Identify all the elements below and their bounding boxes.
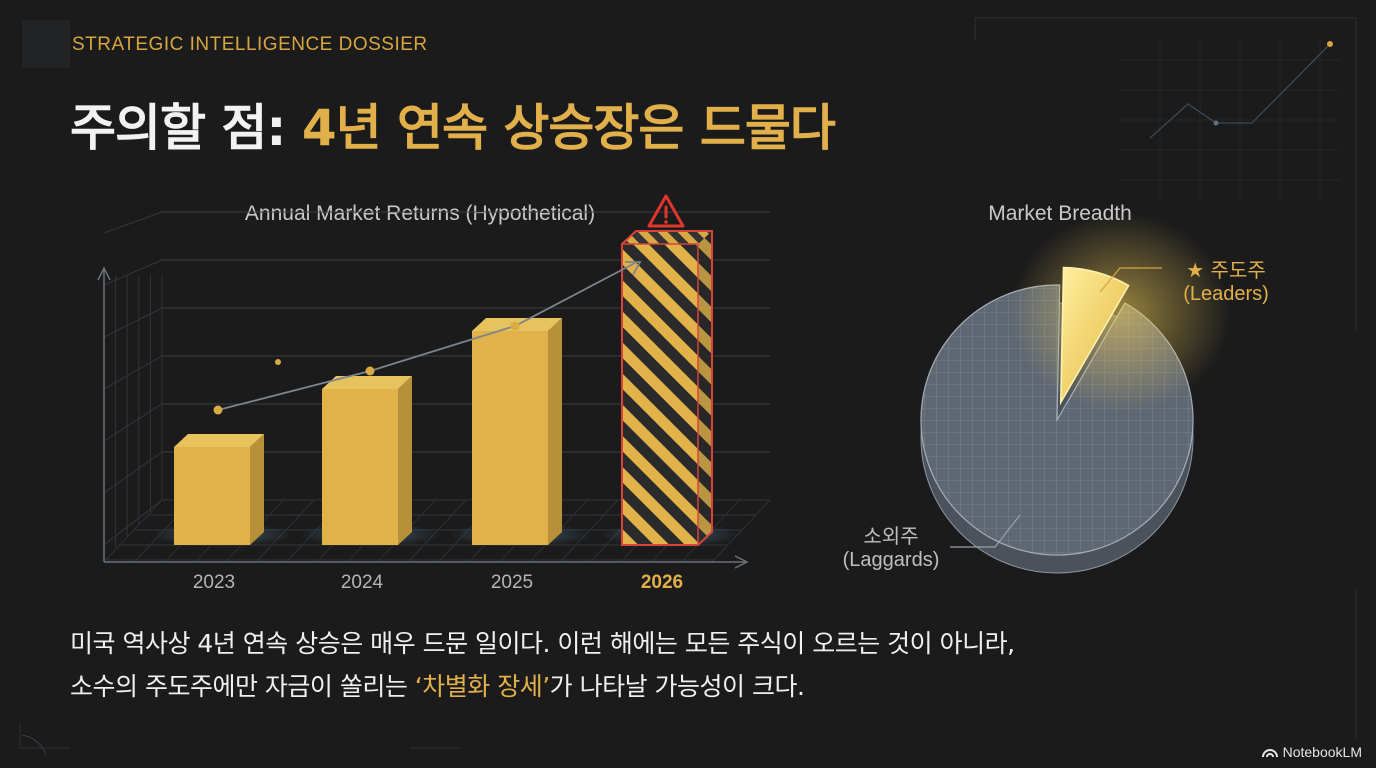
brand-badge: NotebookLM (1261, 744, 1362, 760)
decor-point (275, 359, 281, 365)
body-highlight: ‘차별화 장세’ (414, 672, 550, 701)
x-tick-label: 2023 (193, 572, 235, 593)
trend-point (510, 321, 520, 331)
bar-2025 (450, 318, 590, 547)
pie-label-leaders: ★ 주도주 (Leaders) (1166, 254, 1286, 306)
trend-arrow (213, 261, 642, 415)
page-title: 주의할 점: 4년 연속 상승장은 드물다 (70, 88, 836, 160)
x-tick-label: 2025 (491, 572, 533, 593)
laggards-callout-line (950, 514, 1021, 548)
notebooklm-logo-icon (1261, 749, 1278, 758)
warning-triangle-icon (647, 194, 685, 228)
pie-slice-leaders (1010, 212, 1231, 413)
title-gold: 4년 연속 상승장은 드물다 (301, 99, 836, 157)
laggards-sublabel: (Laggards) (842, 549, 940, 571)
trend-point (213, 405, 223, 415)
title-white: 주의할 점: (70, 99, 302, 157)
pie-label-laggards: 소외주 (Laggards) (832, 520, 950, 572)
body-text: 미국 역사상 4년 연속 상승은 매우 드문 일이다. 이런 해에는 모든 주식… (70, 622, 1310, 708)
body-line-1: 미국 역사상 4년 연속 상승은 매우 드문 일이다. 이런 해에는 모든 주식… (70, 629, 1015, 658)
body-line-2: 소수의 주도주에만 자금이 쏠리는 ‘차별화 장세’가 나타날 가능성이 크다. (70, 665, 1310, 708)
bar-2023 (152, 434, 292, 547)
brand-name: NotebookLM (1282, 744, 1362, 760)
x-tick-label: 2024 (341, 572, 384, 593)
bar-2026 (600, 230, 740, 547)
bar-2024 (300, 376, 440, 547)
x-tick-label: 2026 (641, 572, 683, 593)
leaders-label: 주도주 (1210, 258, 1266, 282)
body-line-2-pre: 소수의 주도주에만 자금이 쏠리는 (70, 672, 415, 701)
kicker: STRATEGIC INTELLIGENCE DOSSIER (72, 34, 428, 55)
trend-point (365, 366, 375, 376)
bar-chart-title: Annual Market Returns (Hypothetical) (244, 202, 596, 225)
laggards-label: 소외주 (863, 524, 919, 548)
leaders-sublabel: (Leaders) (1183, 283, 1269, 305)
body-line-2-post: 가 나타날 가능성이 크다. (549, 672, 805, 701)
star-icon: ★ (1186, 258, 1205, 282)
leaders-callout-line (1099, 267, 1162, 293)
